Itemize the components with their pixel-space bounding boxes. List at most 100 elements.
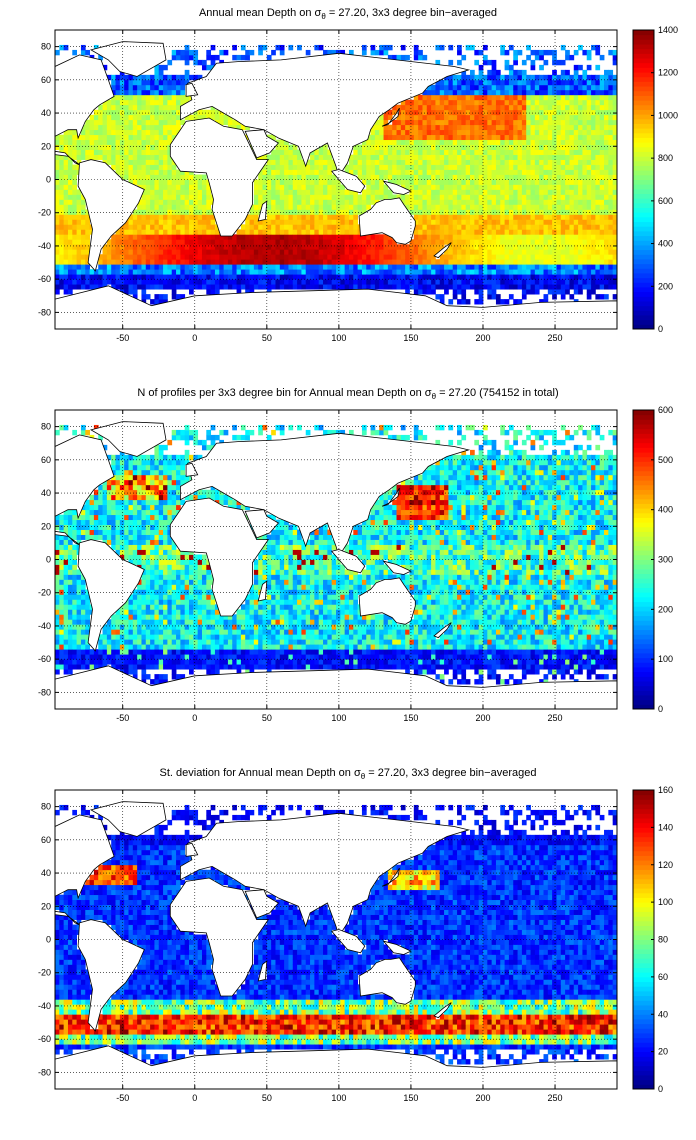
data-bin: [288, 199, 294, 205]
data-bin: [288, 194, 294, 200]
data-bin: [245, 269, 250, 275]
data-bin: [526, 124, 531, 131]
data-bin: [76, 569, 82, 575]
data-bin: [470, 119, 475, 126]
data-bin: [305, 204, 311, 210]
data-bin: [586, 244, 592, 250]
data-bin: [180, 269, 186, 275]
data-bin: [340, 279, 346, 285]
data-bin: [55, 239, 60, 245]
data-bin: [422, 54, 428, 61]
data-bin: [448, 229, 454, 235]
data-bin: [591, 224, 596, 230]
data-bin: [444, 289, 449, 295]
data-bin: [210, 249, 216, 255]
data-bin: [457, 114, 462, 121]
data-bin: [426, 169, 432, 175]
data-bin: [526, 274, 531, 280]
data-bin: [608, 119, 614, 126]
data-bin: [80, 644, 86, 650]
data-bin: [586, 219, 592, 225]
data-bin: [176, 209, 181, 215]
data-bin: [258, 239, 263, 245]
data-bin: [279, 214, 285, 220]
data-bin: [612, 119, 617, 126]
data-bin: [379, 144, 384, 150]
data-bin: [418, 239, 423, 245]
data-bin: [604, 249, 609, 255]
data-bin: [72, 219, 78, 225]
data-bin: [288, 269, 294, 275]
data-bin: [521, 74, 527, 81]
data-bin: [55, 519, 60, 526]
data-bin: [85, 614, 90, 620]
data-bin: [266, 189, 272, 195]
data-bin: [206, 209, 212, 215]
data-bin: [470, 204, 475, 210]
data-bin: [141, 164, 147, 170]
data-bin: [236, 254, 242, 260]
data-bin: [67, 169, 73, 175]
data-bin: [176, 269, 181, 275]
data-bin: [560, 179, 566, 185]
data-bin: [111, 239, 116, 245]
data-bin: [405, 259, 410, 265]
data-bin: [435, 94, 441, 101]
data-bin: [470, 264, 475, 270]
data-bin: [444, 184, 449, 190]
data-bin: [448, 109, 454, 116]
data-bin: [327, 159, 333, 165]
data-bin: [604, 269, 609, 275]
data-bin: [521, 269, 527, 275]
data-bin: [539, 224, 544, 230]
data-bin: [253, 179, 259, 185]
data-bin: [340, 229, 346, 235]
data-bin: [431, 234, 436, 240]
data-bin: [418, 269, 423, 275]
data-bin: [586, 149, 592, 155]
data-bin: [387, 174, 393, 180]
data-bin: [314, 249, 320, 255]
data-bin: [327, 209, 333, 215]
data-bin: [452, 234, 458, 240]
data-bin: [348, 204, 354, 210]
data-bin: [89, 499, 95, 506]
data-bin: [586, 204, 592, 210]
data-bin: [565, 189, 570, 195]
data-bin: [604, 274, 609, 280]
data-bin: [573, 154, 579, 160]
data-bin: [552, 204, 557, 210]
data-bin: [465, 159, 471, 165]
data-bin: [599, 74, 605, 81]
data-bin: [556, 94, 562, 101]
data-bin: [55, 279, 60, 285]
data-bin: [482, 239, 488, 245]
data-bin: [331, 49, 337, 56]
data-bin: [184, 244, 190, 250]
data-bin: [214, 289, 220, 295]
data-bin: [586, 289, 592, 295]
data-bin: [154, 189, 160, 195]
data-bin: [530, 59, 536, 66]
data-bin: [323, 254, 328, 260]
data-bin: [63, 549, 69, 555]
data-bin: [517, 79, 523, 86]
data-bin: [102, 269, 108, 275]
data-bin: [176, 279, 181, 285]
data-bin: [448, 79, 454, 86]
data-bin: [102, 109, 108, 116]
data-bin: [578, 64, 583, 71]
data-bin: [578, 224, 583, 230]
data-bin: [435, 44, 441, 51]
data-bin: [435, 199, 441, 205]
data-bin: [314, 264, 320, 270]
data-bin: [292, 229, 298, 235]
data-bin: [556, 164, 562, 170]
data-bin: [305, 229, 311, 235]
data-bin: [292, 194, 298, 200]
data-bin: [586, 269, 592, 275]
data-bin: [465, 154, 471, 160]
data-bin: [76, 159, 82, 165]
data-bin: [292, 174, 298, 180]
data-bin: [297, 224, 302, 230]
